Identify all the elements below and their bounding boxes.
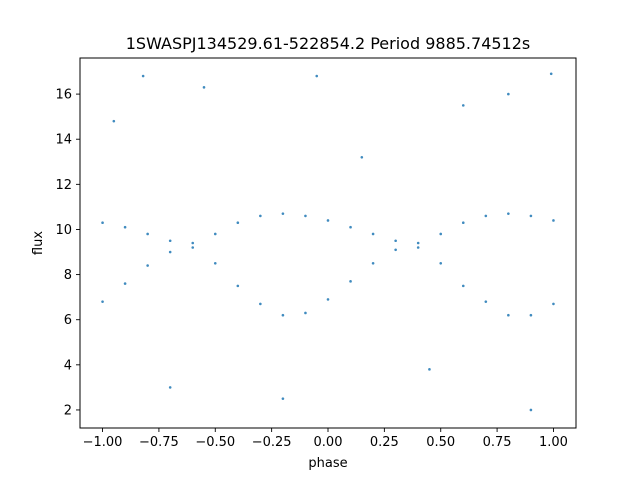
data-point [461,221,465,224]
data-point [146,232,149,236]
plot-frame [79,57,577,429]
data-points [101,72,555,412]
data-point [191,241,195,245]
data-point [304,214,307,218]
x-tick-label: −0.75 [139,435,179,450]
x-tick-label: 0.25 [370,435,399,450]
data-point [507,212,510,215]
data-point [394,239,397,243]
x-tick-label: 1.00 [539,435,568,450]
data-point [259,302,262,306]
y-tick-label: 12 [55,178,72,193]
data-point [461,104,465,107]
data-point [168,239,172,243]
y-tick-label: 10 [55,223,72,238]
data-point [360,155,364,159]
data-point [552,219,555,222]
data-point [529,313,533,317]
data-point [394,248,397,252]
data-point [507,313,510,317]
x-tick-label: −1.00 [83,435,123,450]
data-point [304,311,307,315]
data-point [123,282,127,285]
data-point [326,219,330,222]
data-point [416,241,420,245]
data-point [202,86,206,89]
data-point [549,72,553,76]
y-axis-label: flux [31,231,46,255]
data-point [191,246,195,249]
data-point [168,250,172,254]
data-point [281,212,285,215]
data-point [416,246,420,249]
data-point [349,225,352,229]
data-point [236,221,240,224]
data-point [484,300,488,303]
data-point [101,221,104,224]
x-tick-label: −0.25 [252,435,292,450]
data-point [168,386,172,389]
y-tick-label: 8 [64,268,72,283]
data-point [213,232,217,236]
data-point [484,214,488,218]
x-axis-label: phase [308,456,347,471]
data-point [146,264,149,267]
data-point [141,74,145,78]
data-point [281,313,285,317]
data-point [439,262,443,265]
data-point [101,300,104,303]
data-point [259,214,262,218]
x-tick-label: 0.00 [314,435,343,450]
x-tick-label: 0.75 [483,435,512,450]
data-point [349,280,352,283]
data-point [507,92,510,96]
y-axis-ticks: 2 4 6 8 10 12 14 16 [55,88,80,418]
data-point [112,119,116,123]
data-point [236,284,240,288]
data-point [281,397,285,400]
data-point [213,262,217,265]
y-tick-label: 14 [55,133,72,148]
data-point [529,214,533,218]
data-point [461,284,465,288]
y-tick-label: 2 [64,403,72,418]
data-point [326,298,330,301]
x-axis-ticks: −1.00 −0.75 −0.50 −0.25 0.00 0.25 0.50 0.75 1.00 [83,428,568,450]
data-point [371,262,375,265]
chart-title: 1SWASPJ134529.61-522854.2 Period 9885.74… [126,34,531,53]
y-tick-label: 6 [64,313,72,328]
data-point [315,74,319,78]
data-point [529,408,533,412]
data-point [123,225,127,229]
x-tick-label: −0.50 [195,435,235,450]
y-tick-label: 16 [55,88,72,103]
data-point [439,232,443,236]
y-tick-label: 4 [64,358,72,373]
data-point [428,368,431,371]
data-point [371,232,375,236]
x-tick-label: 0.50 [426,435,455,450]
data-point [552,302,555,306]
